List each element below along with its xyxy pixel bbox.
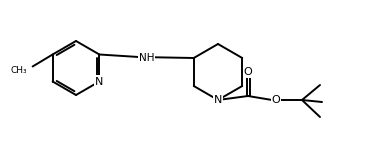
Text: N: N xyxy=(95,77,104,86)
Text: CH₃: CH₃ xyxy=(11,66,28,75)
Text: O: O xyxy=(244,67,252,77)
Text: NH: NH xyxy=(139,53,154,63)
Text: O: O xyxy=(272,95,281,105)
Text: N: N xyxy=(214,95,222,105)
